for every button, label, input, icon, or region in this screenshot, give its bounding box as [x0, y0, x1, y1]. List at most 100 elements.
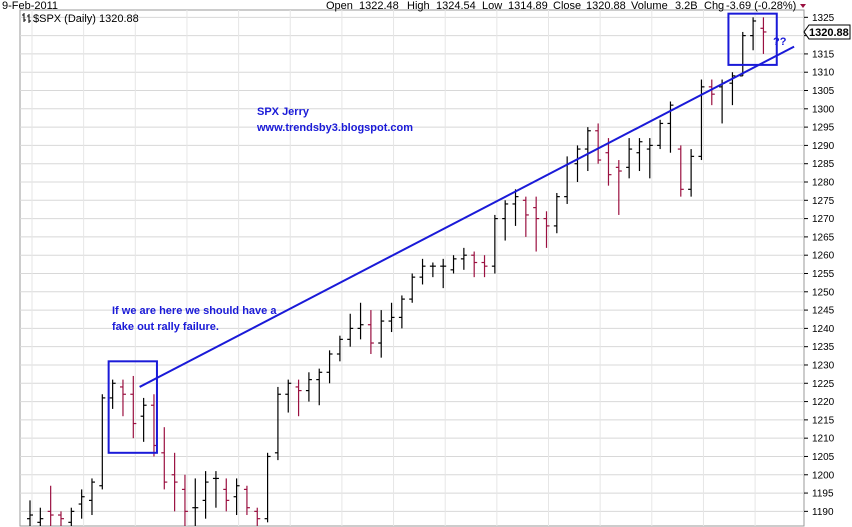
- y-tick-label: 1230: [812, 360, 835, 371]
- y-tick-label: 1285: [812, 159, 835, 170]
- y-axis: 1190 1195 1200 1205 1210 1215 1220 1225 1230 1235…: [804, 13, 835, 518]
- ohlc-bar: [698, 79, 705, 161]
- y-tick-label: 1250: [812, 287, 835, 298]
- y-tick-label: 1205: [812, 452, 835, 463]
- ohlc-bar: [119, 379, 126, 417]
- ohlc-bar: [688, 149, 695, 197]
- header-close-value: 1320.88: [586, 0, 626, 12]
- y-tick-label: 1260: [812, 251, 835, 262]
- header-high-value: 1324.54: [436, 0, 476, 12]
- ohlc-bar: [398, 295, 405, 329]
- y-tick-label: 1215: [812, 415, 835, 426]
- y-tick-label: 1275: [812, 196, 835, 207]
- ohlc-bar: [285, 379, 292, 413]
- y-tick-label: 1305: [812, 86, 835, 97]
- ohlc-bar: [367, 310, 374, 354]
- note-line-2: fake out rally failure.: [112, 321, 219, 333]
- ohlc-bar: [47, 485, 54, 526]
- ohlc-bar: [626, 138, 633, 179]
- ohlc-bar: [636, 138, 643, 172]
- ohlc-bar: [553, 192, 560, 234]
- ohlc-bar: [543, 211, 550, 248]
- header-open-label: Open: [326, 0, 353, 12]
- ohlc-bar: [233, 478, 240, 516]
- y-tick-label: 1235: [812, 342, 835, 353]
- y-tick-label: 1290: [812, 141, 835, 152]
- last-price-tag: 1320.88: [803, 24, 851, 40]
- ohlc-bar: [347, 313, 354, 347]
- y-tick-label: 1200: [812, 470, 835, 481]
- y-tick-label: 1295: [812, 123, 835, 134]
- highlight-box: [107, 360, 158, 454]
- y-tick-label: 1210: [812, 434, 835, 445]
- y-tick-label: 1195: [812, 489, 834, 500]
- y-tick-label: 1270: [812, 214, 835, 225]
- ohlc-bar: [140, 397, 147, 442]
- y-tick-label: 1325: [812, 13, 835, 24]
- ohlc-bar: [533, 196, 540, 252]
- ohlc-bar: [274, 386, 281, 461]
- ohlc-bar: [99, 394, 106, 490]
- ohlc-bar: [130, 375, 137, 439]
- header-volume-label: Volume: [631, 0, 668, 12]
- y-tick-label: 1315: [812, 49, 835, 60]
- ohlc-bar: [646, 138, 653, 179]
- question-marks: ??: [773, 36, 787, 48]
- ohlc-bar: [522, 196, 529, 237]
- ohlc-bar: [595, 123, 602, 164]
- ohlc-bar: [171, 452, 178, 512]
- ohlc-bar: [739, 31, 746, 77]
- ohlc-bar: [264, 452, 271, 523]
- header-open-value: 1322.48: [359, 0, 399, 12]
- ohlc-bar: [409, 273, 416, 303]
- y-tick-label: 1255: [812, 269, 835, 280]
- y-tick-label: 1220: [812, 397, 835, 408]
- ohlc-bar: [471, 251, 478, 278]
- ohlc-bar: [192, 478, 199, 526]
- y-tick-label: 1190: [812, 507, 834, 518]
- ohlc-bar: [450, 255, 457, 274]
- ohlc-bar: [388, 302, 395, 333]
- ohlc-bar: [481, 255, 488, 278]
- ohlc-bar: [68, 507, 75, 526]
- symbol-label: $SPX (Daily) 1320.88: [33, 13, 139, 25]
- ohlc-bar: [295, 379, 302, 417]
- y-tick-label: 1280: [812, 178, 835, 189]
- ohlc-bar: [760, 17, 767, 54]
- header-chg-value: -3.69 (-0.28%): [726, 0, 796, 12]
- y-tick-label: 1240: [812, 324, 835, 335]
- y-tick-label: 1265: [812, 232, 835, 243]
- ohlc-bar: [57, 511, 64, 526]
- ohlc-bar: [708, 79, 715, 106]
- ohlc-bar: [88, 478, 95, 516]
- y-tick-label: 1225: [812, 379, 835, 390]
- ohlc-bar: [202, 471, 209, 519]
- ohlc-bar: [615, 160, 622, 215]
- ohlc-bar: [305, 372, 312, 402]
- plot-frame: [19, 9, 805, 527]
- annotations: [107, 12, 795, 454]
- ohlc-bar: [357, 302, 364, 340]
- ohlc-bar: [605, 138, 612, 186]
- ohlc-bar: [254, 507, 261, 526]
- y-tick-label: 1300: [812, 104, 835, 115]
- y-tick-label: 1245: [812, 306, 835, 317]
- author-label: SPX Jerry: [257, 106, 310, 118]
- ohlc-bar: [212, 471, 219, 508]
- ohlc-bar: [27, 500, 33, 526]
- ohlc-bar: [657, 119, 664, 150]
- ohlc-bar: [161, 427, 168, 490]
- header-high-label: High: [407, 0, 430, 12]
- header-close-label: Close: [553, 0, 581, 12]
- ohlc-bar: [181, 474, 188, 526]
- trendline: [139, 45, 795, 388]
- header-volume-value: 3.2B: [675, 0, 698, 12]
- last-price-label: 1320.88: [809, 27, 849, 39]
- ohlc-bar: [750, 17, 757, 51]
- header-low-value: 1314.89: [508, 0, 548, 12]
- highlight-box: [727, 12, 778, 66]
- ohlc-bar: [584, 127, 591, 172]
- ohlc-bar: [316, 368, 323, 406]
